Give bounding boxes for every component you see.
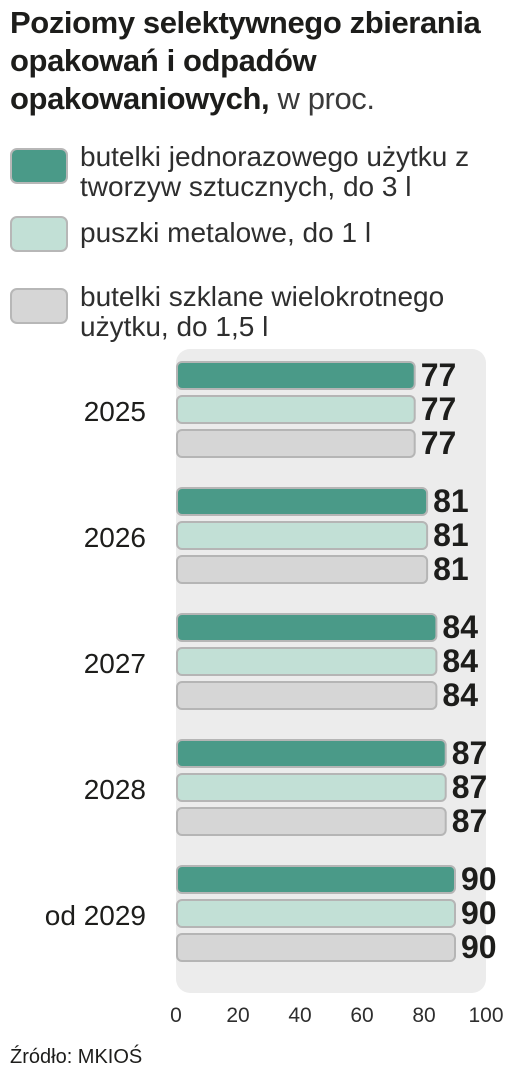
bar-2028-series-3 (176, 807, 447, 836)
legend-label-glass-bottles: butelki szklane wielokrotnego użytku, do… (80, 281, 445, 342)
data-label-2026-series-3: 81 (433, 551, 469, 587)
data-label-2027-series-2: 84 (442, 643, 478, 679)
data-label-2028-series-1: 87 (452, 735, 488, 771)
chart-title: Poziomy selektywnego zbierania opakowań … (10, 4, 510, 118)
bar-2026-series-1 (176, 487, 429, 516)
bar-od-2029-series-1 (176, 865, 456, 894)
data-label-2028-series-2: 87 (452, 769, 488, 805)
source-note: Źródło: MKIOŚ (10, 1046, 143, 1068)
bar-2028-series-1 (176, 739, 447, 768)
x-tick-label-100: 100 (468, 1004, 503, 1027)
data-label-2025-series-1: 77 (421, 357, 457, 393)
data-label-od-2029-series-1: 90 (461, 861, 497, 897)
x-tick-label-80: 80 (412, 1004, 435, 1027)
data-label-2026-series-1: 81 (433, 483, 469, 519)
legend-swatch-metal-cans (10, 216, 68, 252)
bar-2027-series-2 (176, 647, 438, 676)
x-tick-label-0: 0 (170, 1004, 182, 1027)
chart-title-unit: w proc. (277, 81, 376, 116)
bar-2027-series-1 (176, 613, 438, 642)
bar-od-2029-series-3 (176, 933, 456, 962)
legend-swatch-glass-bottles (10, 288, 68, 324)
data-label-2026-series-2: 81 (433, 517, 469, 553)
category-label-2025: 2025 (84, 396, 146, 427)
chart-title-main: Poziomy selektywnego zbierania opakowań … (10, 5, 481, 116)
bar-2027-series-3 (176, 681, 438, 710)
bar-2028-series-2 (176, 773, 447, 802)
category-label-od-2029: od 2029 (45, 900, 146, 931)
data-label-2025-series-3: 77 (421, 425, 457, 461)
legend-label-metal-cans: puszki metalowe, do 1 l (80, 217, 372, 248)
data-label-2027-series-1: 84 (442, 609, 478, 645)
bar-2026-series-3 (176, 555, 429, 584)
category-label-2028: 2028 (84, 774, 146, 805)
data-label-2025-series-2: 77 (421, 391, 457, 427)
category-label-2027: 2027 (84, 648, 146, 679)
x-tick-label-40: 40 (288, 1004, 311, 1027)
bar-chart: 7777772025818181202684848420278787872028… (45, 349, 504, 1027)
bar-2026-series-2 (176, 521, 429, 550)
category-label-2026: 2026 (84, 522, 146, 553)
legend-label-plastic-bottles: butelki jednorazowego użytku z tworzyw s… (80, 141, 470, 202)
bar-2025-series-2 (176, 395, 416, 424)
data-label-2027-series-3: 84 (442, 677, 478, 713)
legend-swatch-plastic-bottles (10, 148, 68, 184)
bar-2025-series-3 (176, 429, 416, 458)
bar-od-2029-series-2 (176, 899, 456, 928)
data-label-od-2029-series-3: 90 (461, 929, 497, 965)
data-label-2028-series-3: 87 (452, 803, 488, 839)
data-label-od-2029-series-2: 90 (461, 895, 497, 931)
x-tick-label-60: 60 (350, 1004, 373, 1027)
x-tick-label-20: 20 (226, 1004, 249, 1027)
bar-2025-series-1 (176, 361, 416, 390)
